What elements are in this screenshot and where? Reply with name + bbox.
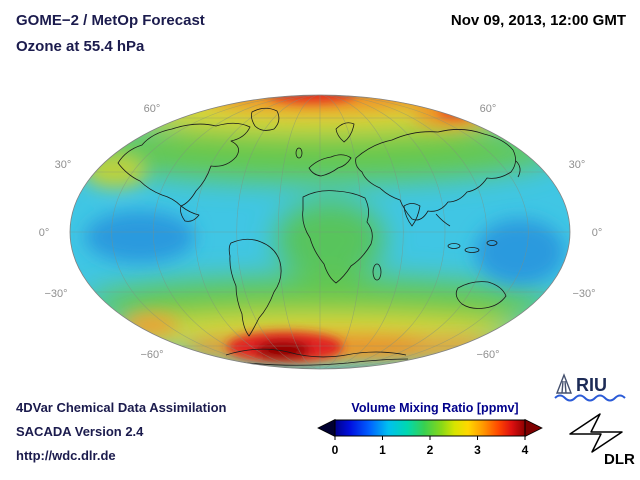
lat-label-right-eq: 0° (592, 227, 603, 239)
region-india (403, 203, 421, 227)
lat-label-left-s30: −30° (44, 288, 67, 300)
continent-greenland (251, 107, 280, 131)
lat-label-left-n30: 30° (55, 159, 72, 171)
footer-version: SACADA Version 2.4 (16, 424, 144, 439)
lat-label-left-eq: 0° (39, 227, 50, 239)
riu-wave-icon (554, 394, 626, 402)
footer-assimilation: 4DVar Chemical Data Assimilation (16, 400, 227, 415)
continent-outlines (117, 107, 527, 366)
page-subtitle: Ozone at 55.4 hPa (16, 38, 145, 55)
island-britain (295, 147, 303, 159)
lat-label-right-s30: −30° (572, 288, 595, 300)
colorbar-tick-marks (334, 436, 526, 440)
riu-tower-icon (555, 373, 573, 394)
riu-logo-text: RIU (576, 375, 607, 395)
footer-url: http://wdc.dlr.de (16, 448, 116, 463)
lat-label-left-n60: 60° (144, 103, 161, 115)
continent-south-america (228, 238, 282, 337)
island-japan (515, 160, 521, 178)
colorbar-tick-3: 3 (474, 443, 481, 457)
page-title: GOME−2 / MetOp Forecast (16, 12, 205, 29)
colorbar-label: Volume Mixing Ratio [ppmv] (351, 401, 518, 415)
region-southeast-asia (435, 213, 451, 227)
region-scandinavia (335, 122, 355, 143)
dlr-logo-text: DLR (604, 451, 635, 468)
lat-label-left-s60: −60° (140, 349, 163, 361)
continent-antarctica-north-edge (225, 348, 407, 358)
colorbar-tick-1: 1 (379, 443, 386, 457)
continent-australia (455, 281, 507, 309)
continent-europe (308, 154, 352, 177)
island-new-zealand (523, 311, 527, 323)
island-new-guinea (486, 240, 498, 246)
island-madagascar (372, 263, 382, 281)
colorbar-tick-4: 4 (522, 443, 529, 457)
continent-central-america (180, 205, 200, 222)
dlr-wings-icon (569, 413, 623, 453)
colorbar-right-arrow (524, 418, 543, 438)
colorbar-tick-0: 0 (332, 443, 339, 457)
continent-north-america (117, 122, 251, 207)
forecast-datetime: Nov 09, 2013, 12:00 GMT (450, 12, 626, 29)
lat-label-right-n60: 60° (480, 103, 497, 115)
colorbar-tick-labels: 0 1 2 3 4 (332, 443, 529, 457)
island-java (464, 247, 480, 253)
riu-logo: RIU (554, 373, 626, 402)
colorbar-gradient (334, 419, 526, 437)
island-sumatra (447, 243, 461, 249)
lat-label-right-s60: −60° (476, 349, 499, 361)
ozone-field (70, 95, 570, 369)
continent-asia (355, 129, 516, 221)
lat-label-right-n30: 30° (569, 159, 586, 171)
continent-antarctica-south-edge (237, 358, 409, 366)
continent-africa (302, 190, 373, 284)
map-boundary (69, 94, 571, 370)
colorbar-tick-2: 2 (427, 443, 434, 457)
latitude-labels: 60° 60° 30° 30° 0° 0° −30° −30° −60° −60… (39, 103, 603, 361)
colorbar-left-arrow (317, 418, 336, 438)
dlr-logo: DLR (569, 413, 635, 468)
colorbar: Volume Mixing Ratio [ppmv] 0 1 2 3 4 (317, 401, 543, 457)
